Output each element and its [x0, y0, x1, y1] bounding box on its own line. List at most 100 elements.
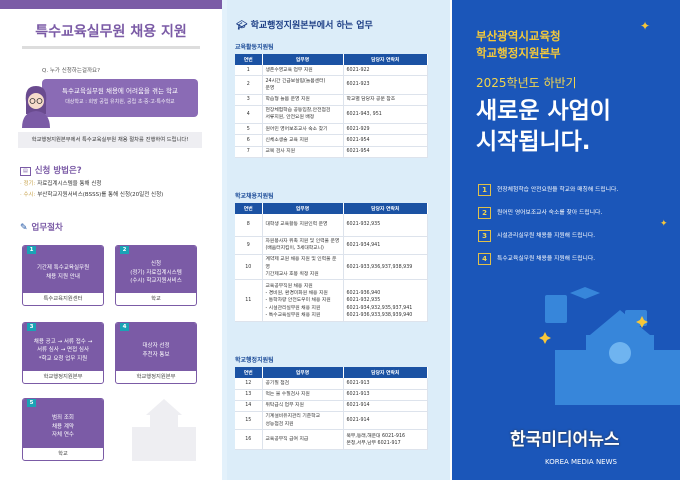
table-row: 10 계약제 교원 채용 지원 및 인력풀 운영 기간제교사 호봉 획정 지원 60… [235, 254, 428, 281]
table-row: 5 원어민 영어보조교사 숙소 찾기 6021-929 [235, 123, 428, 136]
table-cell: 계약제 교원 채용 지원 및 인력풀 운영 기간제교사 호봉 획정 지원 [262, 254, 344, 281]
table-cell: 6021-932,935 [343, 214, 428, 237]
school-building-icon [132, 399, 196, 461]
table-cell: 2 [235, 75, 263, 95]
item-number: 4 [478, 253, 491, 265]
table-cell: 교육공무직 급여 지급 [262, 429, 344, 451]
graduation-cap-icon: 🎓︎ [236, 21, 251, 31]
step-owner: 학교 [151, 296, 161, 302]
table-cell: 신체소생술 교육 지원 [262, 134, 344, 147]
column-header: 업무명 [262, 367, 344, 378]
table-row: 14 위탁급식 업무 지원 6021-914 [235, 400, 428, 412]
table-cell: 먹는 물 수질검사 지원 [262, 389, 344, 401]
table-cell: 6021-936,940 6021-932,935 6021-934,932,9… [343, 279, 428, 323]
step-number: 2 [120, 246, 129, 254]
table-cell: 6021-914 [343, 400, 428, 412]
method-item: · 정기: 자료집계시스템을 통해 신청 [20, 181, 101, 188]
person-avatar-icon [22, 86, 50, 128]
middle-title: 🎓︎ 학교행정지원본부에서 하는 업무 [236, 20, 373, 32]
table-cell: 14 [235, 400, 263, 412]
task-table: 연번 업무명 담당자 연락처 8 대학생 교육활동 지원인력 운영 6021-932,93… [235, 203, 428, 323]
table-row: 1 생존수영교육 업무 지원 6021-922 [235, 65, 428, 77]
table-cell: 학습형 늘봄 운영 지원 [262, 94, 344, 106]
bubble-line1: 특수교육실무원 채용에 어려움을 겪는 학교 [62, 87, 178, 95]
table-cell: 생존수영교육 업무 지원 [262, 65, 344, 77]
column-header: 연번 [235, 203, 263, 214]
process-step-card: 3 채용 공고 → 서류 접수 → 서류 심사 → 면접 심사 *학교 요청 업무… [22, 322, 104, 384]
column-header: 담당자 연락처 [343, 203, 428, 214]
table-cell: 5 [235, 123, 263, 136]
table-cell: 6021-929 [343, 123, 428, 136]
step-owner: 특수교육지원센터 [43, 296, 83, 302]
table-cell: 6 [235, 134, 263, 147]
column-header: 연번 [235, 367, 263, 378]
step-number: 1 [27, 246, 36, 254]
table-row: 2 24시간 긴급보살핌(늘봄센터) 운영 6021-923 [235, 75, 428, 95]
watermark-english: KOREA MEDIA NEWS [545, 458, 617, 466]
step-body: 5 범죄 조회 채용 계약 자체 연수 [23, 399, 103, 448]
new-project-item: 1 현장체험학습 안전요원을 학교와 매칭해 드립니다. [478, 184, 618, 196]
item-text: 시설관리실무원 채용을 지원해 드립니다. [497, 233, 596, 239]
watermark-logo: 한국미디어뉴스 [510, 430, 620, 450]
table-cell: 8 [235, 214, 263, 237]
school-illustration-icon [539, 287, 680, 405]
table-label: 학교행정지원팀 [235, 357, 274, 364]
form-icon: ▤ [20, 166, 31, 176]
table-row: 9 자원봉사자 위촉 지원 및 인력풀 운영 (배움터지킴이, 3세대학교니) 60… [235, 236, 428, 255]
table-row: 16 교육공무직 급여 지급 북부,동래,해운대 6021-916 본청,서부,남부… [235, 429, 428, 451]
table-row: 3 학습형 늘봄 운영 지원 학교별 담당자 공문 참조 [235, 94, 428, 106]
table-cell: 자원봉사자 위촉 지원 및 인력풀 운영 (배움터지킴이, 3세대학교니) [262, 236, 344, 255]
table-cell: 기계설비유지관리 기준학교 성능점검 지원 [262, 411, 344, 431]
headline-line1: 새로운 사업이 [476, 98, 611, 124]
subtitle: 2025학년도 하반기 [476, 76, 577, 90]
step-body: 3 채용 공고 → 서류 접수 → 서류 심사 → 면접 심사 *학교 요청 업무… [23, 323, 103, 371]
new-project-item: 2 원어민 영어보조교사 숙소를 찾아 드립니다. [478, 207, 602, 219]
table-row: 6 신체소생술 교육 지원 6021-954 [235, 134, 428, 147]
method-heading: ▤ 신청 방법은? [20, 166, 82, 176]
item-number: 1 [478, 184, 491, 196]
pencil-icon: ✎ [20, 223, 28, 233]
column-header: 연번 [235, 54, 263, 65]
step-owner: 학교행정지원본부 [136, 374, 176, 380]
step-body: 4 대상자 선정 추천자 통보 [116, 323, 196, 371]
column-header: 담당자 연락처 [343, 367, 428, 378]
table-cell: 3 [235, 94, 263, 106]
method-key: · 정기: [20, 181, 36, 187]
table-cell: 대학생 교육활동 지원인력 운영 [262, 214, 344, 237]
table-header: 연번 업무명 담당자 연락처 [235, 367, 428, 378]
table-cell: 위탁급식 업무 지원 [262, 400, 344, 412]
step-text: 채용 공고 → 서류 접수 → 서류 심사 → 면접 심사 *학교 요청 업무 … [33, 338, 93, 362]
table-cell: 6021-943, 951 [343, 105, 428, 125]
method-title: 신청 방법은? [34, 166, 82, 176]
step-number: 4 [120, 323, 129, 331]
table-row: 15 기계설비유지관리 기준학교 성능점검 지원 6021-914 [235, 411, 428, 431]
table-cell: 1 [235, 65, 263, 77]
table-label: 학교채용지원팀 [235, 193, 274, 200]
item-text: 특수교육실무원 채용을 지원해 드립니다. [497, 256, 596, 262]
headline: 새로운 사업이 시작됩니다. [476, 96, 611, 158]
table-row: 7 교복 검사 지원 6021-954 [235, 146, 428, 158]
table-cell: 현장체험학습 공동입찰,안전점검 서류지원, 안전요원 배정 [262, 105, 344, 125]
table-cell: 6021-913 [343, 378, 428, 390]
table-cell: 12 [235, 378, 263, 390]
table-cell: 원어민 영어보조교사 숙소 찾기 [262, 123, 344, 136]
step-text: 대상자 선정 추천자 통보 [142, 342, 170, 358]
item-number: 3 [478, 230, 491, 242]
table-header: 연번 업무명 담당자 연락처 [235, 54, 428, 65]
table-cell: 교육공무직원 채용 지원 - 경비원, 환경미화원 채용 지원 - 통학차량 안… [262, 279, 344, 323]
step-owner: 학교 [58, 451, 68, 457]
task-table: 연번 업무명 담당자 연락처 1 생존수영교육 업무 지원 6021-922 2 24시간 긴… [235, 54, 428, 158]
step-body: 2 신청 (정기) 자료집계시스템 (수시) 학교지원서비스 [116, 246, 196, 293]
table-cell: 4 [235, 105, 263, 125]
task-table: 연번 업무명 담당자 연락처 12 공기질 점검 6021-913 13 먹는 물 수질검사 … [235, 367, 428, 451]
table-row: 4 현장체험학습 공동입찰,안전점검 서류지원, 안전요원 배정 6021-943,… [235, 105, 428, 125]
table-cell: 북부,동래,해운대 6021-916 본청,서부,남부 6021-917 [343, 429, 428, 451]
divider [22, 46, 200, 49]
table-cell: 9 [235, 236, 263, 255]
table-cell: 교복 검사 지원 [262, 146, 344, 158]
process-title: 업무절차 [31, 223, 63, 233]
table-cell: 10 [235, 254, 263, 281]
table-header: 연번 업무명 담당자 연락처 [235, 203, 428, 214]
